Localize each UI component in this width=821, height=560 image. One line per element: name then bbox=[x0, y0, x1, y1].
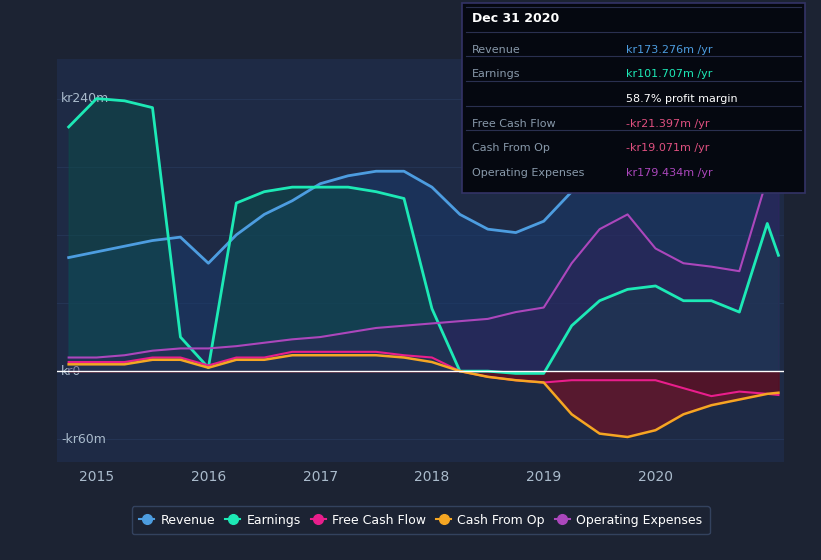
Text: 58.7% profit margin: 58.7% profit margin bbox=[626, 94, 738, 104]
Legend: Revenue, Earnings, Free Cash Flow, Cash From Op, Operating Expenses: Revenue, Earnings, Free Cash Flow, Cash … bbox=[132, 506, 709, 534]
Text: -kr19.071m /yr: -kr19.071m /yr bbox=[626, 143, 710, 153]
Text: kr0: kr0 bbox=[61, 365, 81, 377]
Text: Dec 31 2020: Dec 31 2020 bbox=[472, 12, 559, 25]
Text: kr179.434m /yr: kr179.434m /yr bbox=[626, 168, 713, 178]
Text: Operating Expenses: Operating Expenses bbox=[472, 168, 585, 178]
Text: Free Cash Flow: Free Cash Flow bbox=[472, 119, 556, 129]
Text: kr101.707m /yr: kr101.707m /yr bbox=[626, 69, 713, 80]
Text: kr240m: kr240m bbox=[61, 92, 109, 105]
Text: Earnings: Earnings bbox=[472, 69, 521, 80]
Text: kr173.276m /yr: kr173.276m /yr bbox=[626, 45, 713, 55]
Text: Cash From Op: Cash From Op bbox=[472, 143, 550, 153]
Text: -kr60m: -kr60m bbox=[61, 433, 106, 446]
Text: Revenue: Revenue bbox=[472, 45, 521, 55]
Text: -kr21.397m /yr: -kr21.397m /yr bbox=[626, 119, 710, 129]
